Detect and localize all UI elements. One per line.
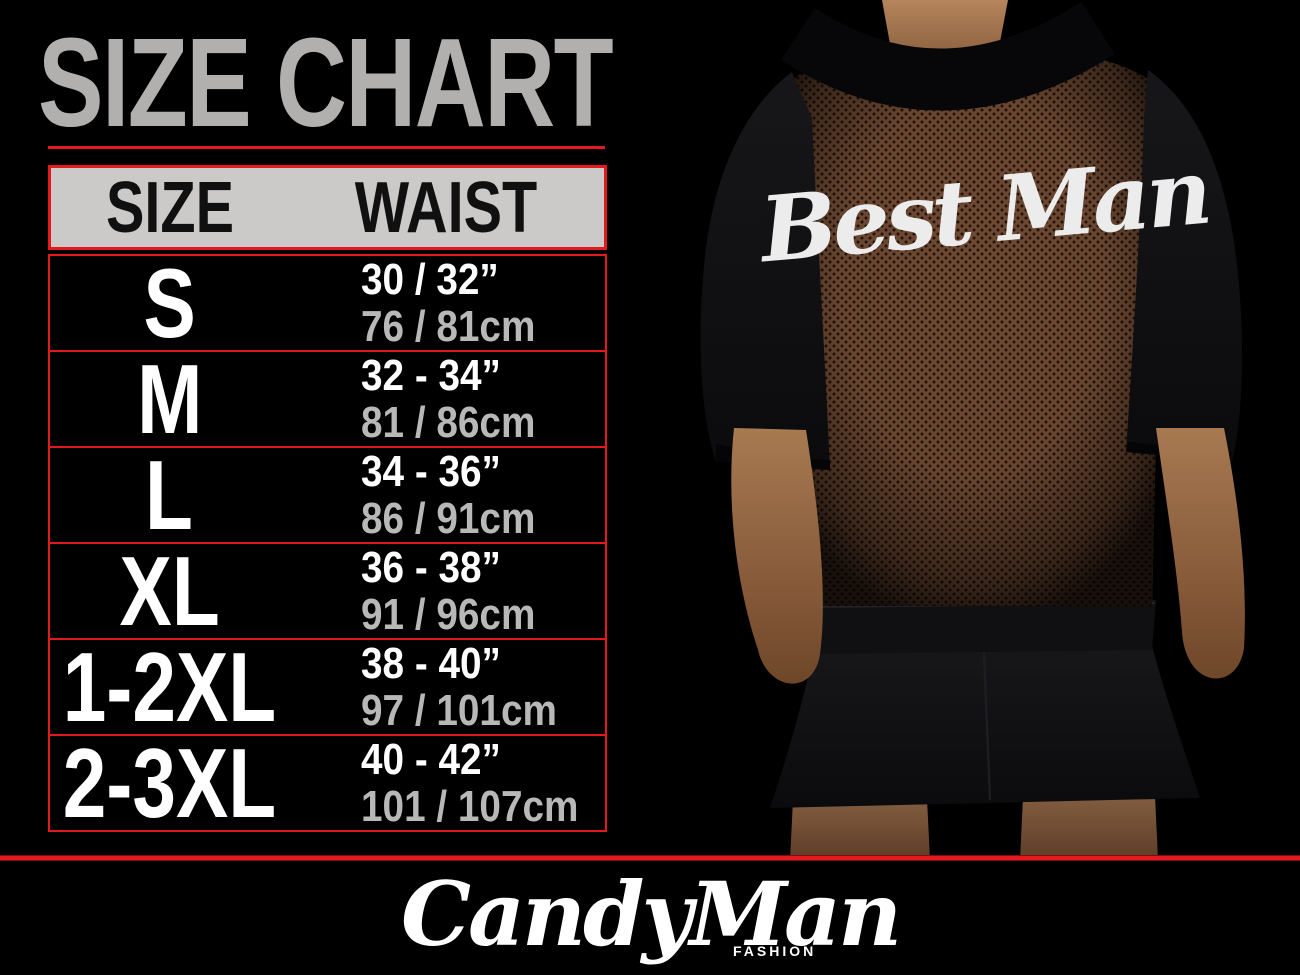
size-cell: L: [50, 439, 289, 550]
size-cell: M: [50, 343, 289, 454]
table-row-m: M 32 - 34” 81 / 86cm: [50, 343, 605, 454]
brand-tagline: FASHION: [733, 943, 817, 959]
waist-cell: 38 - 40” 97 / 101cm: [289, 640, 605, 734]
robe-sleeve-left: [700, 72, 830, 470]
waist-inches: 32 - 34”: [360, 351, 501, 400]
size-table: S 30 / 32” 76 / 81cm M 32 - 34” 81 / 86c…: [48, 254, 607, 832]
waist-cell: 40 - 42” 101 / 107cm: [289, 736, 605, 830]
page-title: SIZE CHART: [38, 12, 614, 153]
size-label: 1-2XL: [62, 631, 277, 742]
table-row-s: S 30 / 32” 76 / 81cm: [50, 247, 605, 358]
title-underline: [48, 146, 605, 149]
robe-skirt-seam: [982, 651, 992, 801]
size-cell: S: [50, 247, 289, 358]
waist-centimeters: 97 / 101cm: [360, 686, 557, 735]
size-cell: 2-3XL: [50, 727, 289, 838]
waist-inches: 30 / 32”: [360, 255, 499, 304]
waist-inches: 34 - 36”: [360, 447, 501, 496]
bottom-divider-line: [0, 855, 1300, 861]
robe-skirt: [770, 646, 1200, 808]
waist-centimeters: 91 / 96cm: [360, 590, 536, 639]
header-size-label: SIZE: [105, 167, 234, 248]
robe-belt: [810, 600, 1156, 654]
robe-collar: [781, 1, 1115, 111]
brand-name: CandyMan: [400, 862, 902, 966]
header-size-cell: SIZE: [51, 172, 289, 244]
size-cell: 1-2XL: [50, 631, 289, 742]
size-cell: XL: [50, 535, 289, 646]
size-label: L: [145, 439, 194, 550]
waist-centimeters: 76 / 81cm: [360, 302, 536, 351]
table-row-2-3xl: 2-3XL 40 - 42” 101 / 107cm: [50, 727, 605, 838]
header-waist-label: WAIST: [355, 167, 538, 248]
waist-inches: 40 - 42”: [360, 735, 501, 784]
model-arm-right: [1156, 428, 1245, 679]
size-label: XL: [119, 535, 220, 646]
waist-inches: 38 - 40”: [360, 639, 501, 688]
robe-sleeve-right: [1126, 70, 1243, 462]
size-label: S: [143, 247, 196, 358]
mesh-back-shading: [782, 52, 1164, 606]
model-photo: Best Man: [700, 0, 1245, 860]
table-row-l: L 34 - 36” 86 / 91cm: [50, 439, 605, 550]
size-table-header: SIZE WAIST: [48, 165, 607, 250]
waist-centimeters: 101 / 107cm: [360, 782, 579, 831]
waist-cell: 32 - 34” 81 / 86cm: [289, 352, 605, 446]
waist-cell: 34 - 36” 86 / 91cm: [289, 448, 605, 542]
brand-logo: CandyMan FASHION: [0, 866, 1300, 971]
table-row-xl: XL 36 - 38” 91 / 96cm: [50, 535, 605, 646]
header-waist-cell: WAIST: [289, 172, 604, 244]
size-label: M: [136, 343, 202, 454]
waist-centimeters: 86 / 91cm: [360, 494, 536, 543]
waist-cell: 30 / 32” 76 / 81cm: [289, 256, 605, 350]
size-label: 2-3XL: [62, 727, 277, 838]
waist-cell: 36 - 38” 91 / 96cm: [289, 544, 605, 638]
waist-inches: 36 - 38”: [360, 543, 501, 592]
waist-centimeters: 81 / 86cm: [360, 398, 536, 447]
model-arm-left: [731, 428, 823, 684]
table-row-1-2xl: 1-2XL 38 - 40” 97 / 101cm: [50, 631, 605, 742]
